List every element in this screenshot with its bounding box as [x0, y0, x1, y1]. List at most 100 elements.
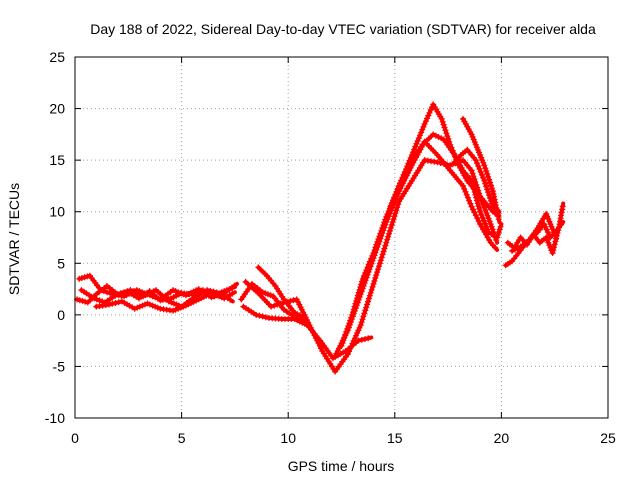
- data-point: [434, 159, 441, 166]
- data-point: [371, 247, 378, 254]
- data-point: [343, 328, 350, 335]
- data-point: [380, 222, 387, 229]
- data-point: [549, 226, 556, 233]
- data-point: [441, 124, 448, 131]
- data-point: [425, 112, 432, 119]
- data-point: [388, 222, 395, 228]
- data-point: [231, 282, 238, 289]
- data-point: [353, 332, 359, 339]
- data-point: [542, 223, 549, 230]
- data-point: [362, 307, 369, 314]
- data-point: [393, 207, 400, 214]
- data-point: [107, 290, 114, 297]
- data-point: [350, 306, 357, 313]
- data-point: [370, 250, 377, 256]
- data-point: [385, 208, 392, 215]
- data-point: [170, 294, 177, 301]
- data-point: [372, 275, 379, 281]
- data-point: [385, 233, 392, 240]
- data-point: [472, 191, 479, 198]
- data-point: [475, 203, 482, 210]
- data-point: [271, 302, 278, 309]
- data-point: [480, 174, 487, 181]
- data-point: [361, 310, 368, 317]
- data-point: [383, 213, 390, 220]
- data-point: [287, 297, 294, 304]
- data-point: [464, 194, 471, 201]
- data-point: [495, 231, 501, 238]
- data-point: [475, 163, 482, 169]
- data-point: [395, 201, 402, 208]
- data-point: [481, 162, 488, 169]
- data-point: [365, 295, 372, 302]
- data-point: [432, 132, 439, 139]
- data-point: [384, 236, 391, 243]
- data-point: [124, 288, 131, 295]
- data-point: [352, 300, 359, 307]
- data-point: [481, 204, 488, 211]
- data-point: [106, 301, 113, 308]
- data-series: [74, 101, 566, 375]
- data-point: [420, 123, 427, 130]
- data-point: [486, 176, 493, 183]
- series-trace-g: [242, 157, 500, 375]
- data-point: [363, 267, 370, 274]
- data-point: [377, 230, 384, 237]
- data-point: [284, 298, 291, 305]
- data-point: [469, 180, 476, 187]
- data-point: [495, 216, 502, 223]
- data-point: [552, 232, 559, 239]
- data-point: [362, 270, 369, 276]
- data-point: [473, 194, 480, 201]
- data-point: [382, 216, 389, 223]
- data-point: [381, 245, 388, 252]
- data-point: [378, 254, 385, 261]
- data-point: [338, 342, 345, 349]
- data-point: [97, 287, 104, 294]
- data-point: [394, 204, 401, 211]
- x-tick-label: 10: [280, 430, 296, 446]
- data-point: [277, 300, 284, 307]
- data-point: [395, 183, 402, 190]
- data-point: [444, 133, 451, 140]
- data-point: [365, 298, 371, 305]
- data-point: [112, 300, 119, 306]
- data-point: [364, 264, 371, 271]
- data-point: [204, 287, 211, 294]
- data-point: [359, 278, 365, 285]
- data-point: [544, 229, 551, 236]
- data-point: [482, 220, 488, 227]
- data-point: [488, 182, 494, 189]
- data-point: [100, 288, 107, 295]
- data-point: [345, 323, 352, 330]
- data-point: [414, 137, 421, 144]
- y-tick-label: 20: [49, 101, 65, 117]
- y-tick-label: 10: [49, 204, 65, 220]
- data-point: [346, 320, 353, 327]
- data-point: [81, 274, 88, 281]
- y-axis-label: SDTVAR / TECUs: [6, 183, 22, 295]
- data-point: [484, 186, 491, 193]
- data-point: [391, 195, 398, 201]
- data-point: [365, 261, 372, 268]
- data-point: [363, 304, 370, 311]
- data-point: [549, 250, 556, 256]
- data-point: [376, 260, 383, 267]
- data-point: [470, 183, 477, 190]
- data-point: [82, 298, 89, 305]
- data-point: [474, 197, 480, 204]
- data-point: [462, 188, 469, 195]
- data-point: [274, 301, 281, 308]
- data-point: [365, 335, 372, 342]
- data-point: [440, 121, 447, 128]
- data-point: [354, 295, 361, 302]
- data-point: [386, 227, 393, 234]
- data-point: [392, 210, 399, 217]
- data-point: [115, 299, 122, 306]
- data-point: [387, 224, 394, 231]
- data-point: [550, 247, 557, 254]
- data-point: [485, 189, 492, 196]
- data-point: [379, 225, 386, 231]
- data-point: [341, 334, 348, 341]
